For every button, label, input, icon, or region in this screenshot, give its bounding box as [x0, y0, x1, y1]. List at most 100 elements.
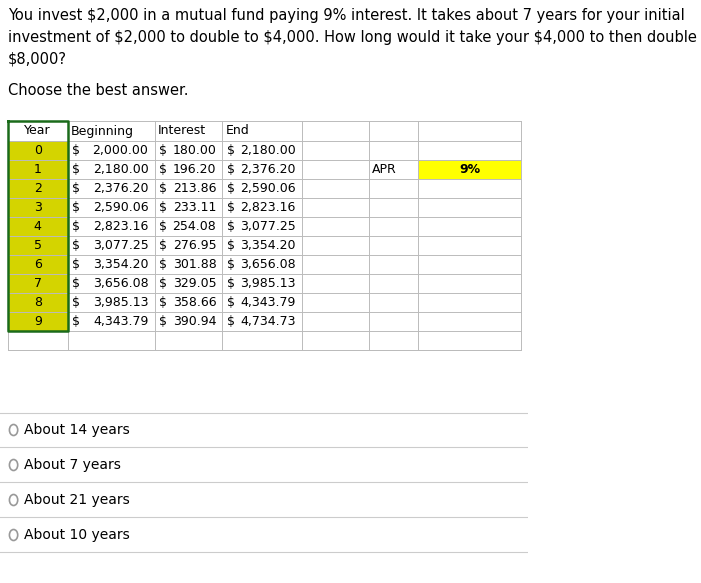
Text: 4: 4 — [34, 220, 41, 233]
Text: 3: 3 — [34, 201, 41, 214]
Text: $: $ — [72, 144, 81, 157]
Text: Beginning: Beginning — [71, 125, 134, 138]
Bar — [8, 236, 68, 255]
Text: 276.95: 276.95 — [172, 239, 217, 252]
Text: Year: Year — [25, 125, 51, 138]
Bar — [369, 217, 418, 236]
Text: $: $ — [72, 201, 81, 214]
Bar — [369, 331, 418, 350]
Text: $: $ — [227, 163, 235, 176]
Text: $: $ — [72, 277, 81, 290]
Bar — [301, 274, 369, 293]
Text: $: $ — [227, 239, 235, 252]
Text: 4,343.79: 4,343.79 — [93, 315, 149, 328]
Text: $: $ — [227, 296, 235, 309]
Text: 2,590.06: 2,590.06 — [240, 182, 296, 195]
Bar — [154, 179, 222, 198]
Text: $: $ — [227, 201, 235, 214]
Bar — [8, 331, 68, 350]
Bar — [301, 312, 369, 331]
Bar — [369, 236, 418, 255]
Text: 6: 6 — [34, 258, 41, 271]
Bar — [369, 255, 418, 274]
Text: $: $ — [159, 163, 167, 176]
Text: 3,077.25: 3,077.25 — [240, 220, 296, 233]
Bar — [418, 274, 521, 293]
Bar — [418, 255, 521, 274]
Bar — [418, 293, 521, 312]
Text: $: $ — [227, 220, 235, 233]
Bar — [369, 312, 418, 331]
Text: $: $ — [159, 296, 167, 309]
Bar — [301, 331, 369, 350]
Text: $: $ — [227, 144, 235, 157]
Bar — [222, 160, 301, 179]
Bar — [301, 198, 369, 217]
Bar — [418, 141, 521, 160]
Bar — [369, 160, 418, 179]
Text: $: $ — [159, 315, 167, 328]
Bar — [154, 141, 222, 160]
Text: $: $ — [227, 258, 235, 271]
Bar — [8, 217, 68, 236]
Text: 180.00: 180.00 — [172, 144, 217, 157]
Bar — [154, 274, 222, 293]
Bar — [301, 236, 369, 255]
Bar — [301, 255, 369, 274]
Text: $: $ — [159, 144, 167, 157]
Text: 8: 8 — [34, 296, 41, 309]
Bar — [8, 160, 68, 179]
Bar — [68, 293, 154, 312]
Text: $: $ — [72, 258, 81, 271]
Bar — [8, 141, 68, 160]
Text: $: $ — [227, 277, 235, 290]
Text: 3,656.08: 3,656.08 — [240, 258, 296, 271]
Bar — [222, 198, 301, 217]
Bar — [68, 160, 154, 179]
Text: $: $ — [72, 296, 81, 309]
Bar — [301, 179, 369, 198]
Bar — [418, 236, 521, 255]
Bar — [369, 141, 418, 160]
Text: 3,077.25: 3,077.25 — [93, 239, 149, 252]
Text: 9%: 9% — [459, 163, 480, 176]
Bar — [418, 179, 521, 198]
Bar — [68, 141, 154, 160]
Text: You invest $2,000 in a mutual fund paying 9% interest. It takes about 7 years fo: You invest $2,000 in a mutual fund payin… — [8, 8, 701, 66]
Text: 3,354.20: 3,354.20 — [240, 239, 296, 252]
Text: 301.88: 301.88 — [172, 258, 217, 271]
Bar — [8, 255, 68, 274]
Text: 358.66: 358.66 — [172, 296, 217, 309]
Text: 2,590.06: 2,590.06 — [93, 201, 149, 214]
Bar — [68, 236, 154, 255]
Bar — [222, 312, 301, 331]
Bar — [68, 274, 154, 293]
Text: $: $ — [72, 182, 81, 195]
Bar — [68, 217, 154, 236]
Bar — [68, 198, 154, 217]
Text: 0: 0 — [34, 144, 41, 157]
Bar — [154, 255, 222, 274]
Text: 254.08: 254.08 — [172, 220, 217, 233]
Text: 329.05: 329.05 — [172, 277, 217, 290]
Bar — [222, 255, 301, 274]
Bar — [8, 121, 521, 141]
Bar — [222, 293, 301, 312]
Text: About 21 years: About 21 years — [24, 493, 130, 507]
Bar — [8, 293, 68, 312]
Text: 390.94: 390.94 — [173, 315, 217, 328]
Bar — [8, 312, 68, 331]
Text: About 14 years: About 14 years — [24, 423, 130, 437]
Bar — [154, 236, 222, 255]
Bar — [418, 198, 521, 217]
Bar — [369, 274, 418, 293]
Text: 4,343.79: 4,343.79 — [240, 296, 296, 309]
Bar — [222, 179, 301, 198]
Bar — [301, 160, 369, 179]
Text: $: $ — [72, 220, 81, 233]
Text: 213.86: 213.86 — [173, 182, 217, 195]
Bar — [222, 217, 301, 236]
Bar — [301, 217, 369, 236]
Text: About 10 years: About 10 years — [24, 528, 130, 542]
Bar — [8, 198, 68, 217]
